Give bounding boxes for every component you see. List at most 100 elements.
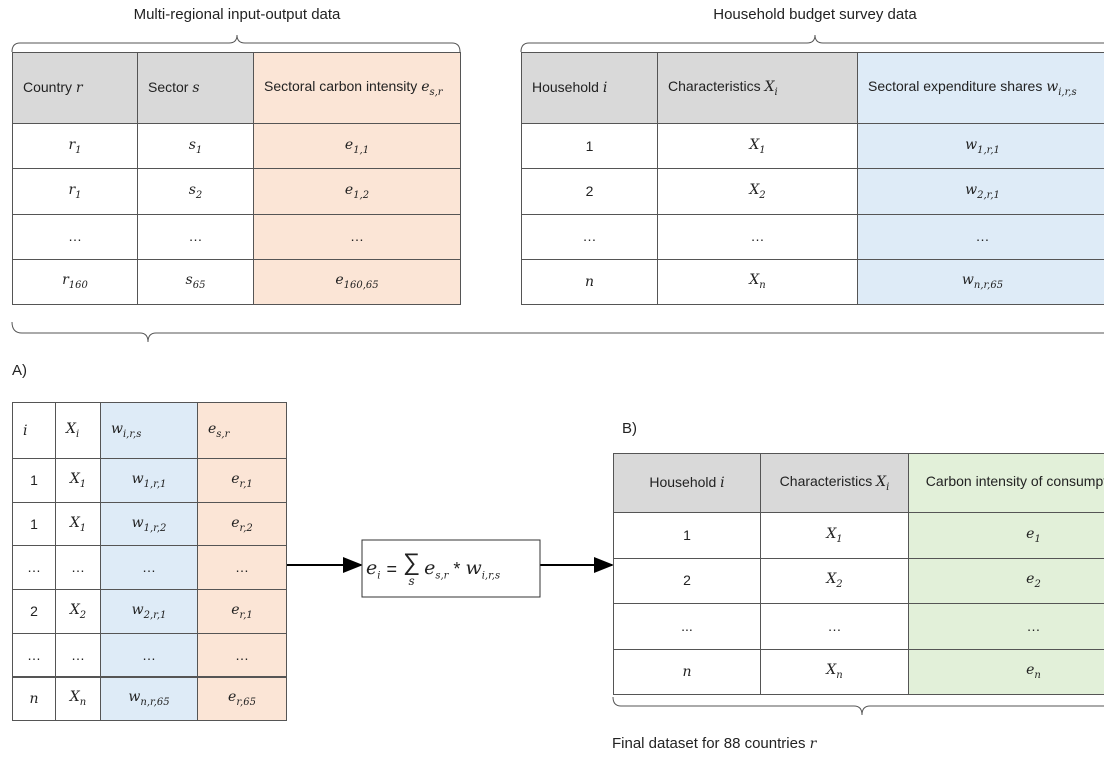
variable: X (749, 272, 760, 289)
cell: e160,65 (253, 258, 461, 305)
panel-label: A) (12, 362, 27, 379)
cell: Xn (657, 258, 858, 305)
cell: … (521, 213, 658, 260)
cell: n (521, 258, 658, 305)
variable: e (208, 421, 217, 438)
cell-content: w2,r,1 (132, 601, 167, 622)
text: … (142, 646, 156, 663)
cell-content: … (68, 228, 82, 245)
cell-content: n (29, 690, 38, 708)
cell-content: 1 (586, 138, 594, 155)
header-cell: Household i (521, 52, 658, 124)
cell: e2 (908, 557, 1104, 604)
cell: X1 (760, 512, 909, 559)
subscript: i,r,s (1058, 86, 1077, 98)
cell-content: … (27, 559, 41, 576)
variable: e (421, 78, 430, 95)
variable: X (749, 181, 760, 198)
cell-content: s2 (189, 181, 203, 202)
cell: r160 (12, 258, 138, 305)
cell-content: n (682, 663, 691, 681)
variable: i (23, 422, 28, 439)
subscript: 1,r,1 (143, 478, 167, 490)
cell: … (12, 213, 138, 260)
variable: X (69, 514, 80, 531)
variable: i (602, 80, 608, 97)
text: ... (681, 617, 693, 634)
cell: X2 (657, 168, 858, 215)
subscript: 1 (75, 189, 82, 201)
cell-content: X1 (70, 514, 86, 535)
variable: w (465, 556, 482, 579)
subscript: i (886, 481, 890, 493)
subscript: i (377, 570, 381, 582)
cell-content: … (1027, 618, 1041, 635)
subscript: 1,r,1 (977, 144, 1000, 156)
variable: e (231, 470, 240, 487)
text: Household budget survey data (713, 6, 917, 23)
text: … (27, 646, 41, 663)
cell-content: en (1026, 661, 1041, 682)
text: … (827, 617, 842, 634)
formula-part: wi,r,s (465, 557, 500, 582)
cell-content: e1,2 (345, 181, 369, 202)
subscript: r,1 (239, 478, 253, 490)
subscript: 1 (836, 533, 843, 545)
formula-box (361, 539, 541, 598)
cell-content: … (235, 559, 249, 576)
subscript: 2 (1034, 579, 1041, 591)
cell-content: X2 (749, 181, 765, 202)
text: 1 (585, 137, 594, 154)
header-cell: Sector s (137, 52, 254, 124)
variable: e (231, 602, 240, 619)
subscript: s,r (216, 428, 230, 440)
cell: … (197, 632, 287, 678)
cell: e1,2 (253, 168, 461, 215)
cell: en (908, 648, 1104, 695)
text: Characteristics (668, 77, 761, 94)
subscript: r,2 (239, 522, 253, 534)
cell-content: er,1 (231, 601, 253, 622)
cell-content: … (976, 228, 990, 245)
cell: er,2 (197, 501, 287, 547)
brace (11, 34, 461, 53)
variable: s (192, 80, 200, 97)
cell-content: s65 (186, 271, 206, 292)
text: … (582, 228, 597, 245)
header-cell: Characteristics Xi (760, 453, 909, 513)
text: * (453, 558, 461, 579)
variable: X (749, 136, 760, 153)
text: Carbon intensity of consumption (925, 472, 1104, 489)
text: … (71, 646, 85, 663)
cell-content: Sectoral carbon intensity es,r (264, 78, 443, 99)
cell-content: Household i (532, 79, 607, 97)
cell: … (197, 545, 287, 591)
variable: e (228, 689, 237, 706)
cell-content: Xn (749, 271, 765, 292)
cell: X1 (657, 123, 858, 170)
variable: w (961, 272, 974, 289)
variable: r (809, 736, 817, 752)
cell: er,65 (197, 676, 287, 722)
cell-content: Characteristics Xi (780, 473, 890, 494)
variable: X (69, 602, 80, 619)
text: B) (622, 420, 637, 437)
header-cell: es,r (197, 402, 287, 459)
subscript: n (1034, 670, 1041, 682)
cell-content: e1,1 (345, 136, 369, 157)
cell-content: er,1 (231, 470, 253, 491)
cell-content: er,2 (231, 514, 253, 535)
cell: … (12, 632, 56, 678)
text: … (1026, 617, 1041, 634)
cell-content: r1 (68, 136, 81, 157)
subscript: 1 (195, 144, 203, 156)
variable: s (188, 181, 196, 198)
variable: w (1046, 78, 1059, 95)
subscript: 1,r,2 (143, 522, 167, 534)
text: Characteristics (779, 472, 873, 489)
subscript: r,65 (236, 697, 256, 709)
variable: r (75, 80, 83, 97)
formula-part: * (453, 559, 460, 580)
variable: w (131, 470, 144, 487)
